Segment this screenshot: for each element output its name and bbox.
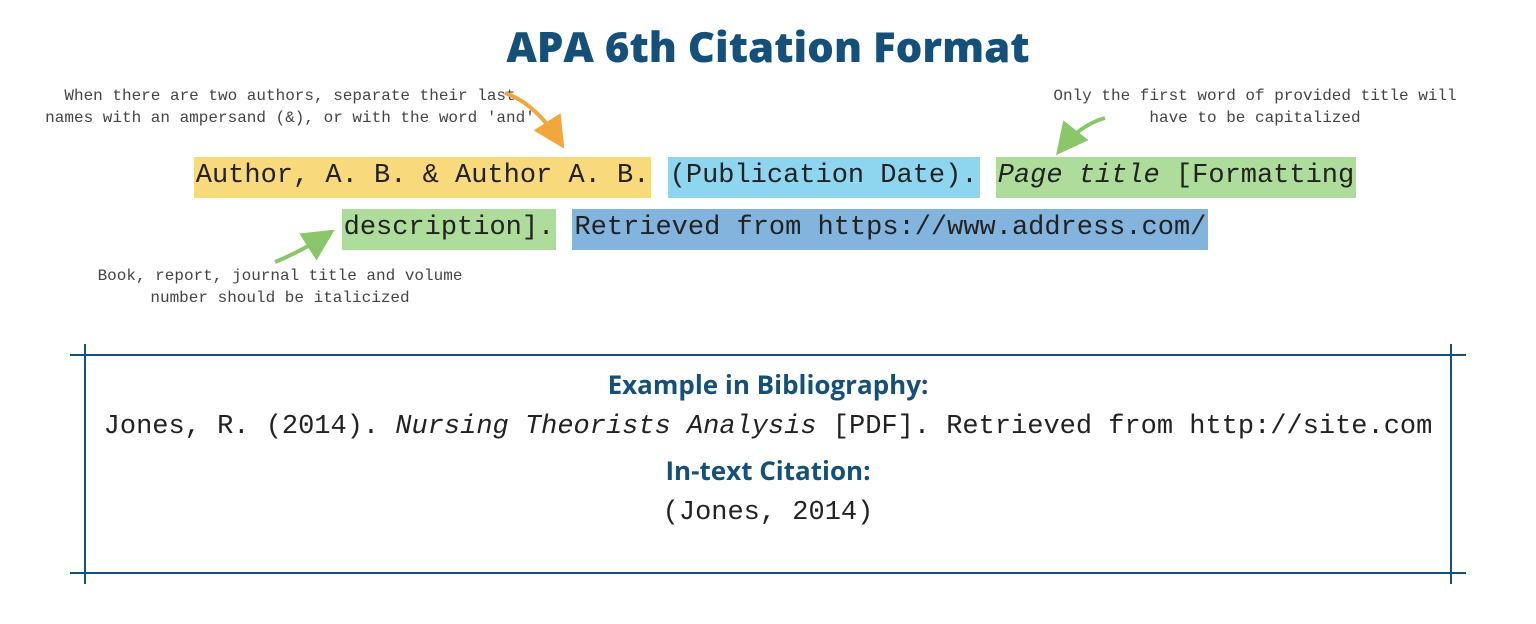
bib-italic: Nursing Theorists Analysis bbox=[395, 412, 816, 442]
note-two-authors: When there are two authors, separate the… bbox=[30, 86, 550, 129]
bibliography-heading: Example in Bibliography: bbox=[70, 366, 1466, 402]
rule-left bbox=[84, 344, 86, 584]
note-italicize: Book, report, journal title and volume n… bbox=[60, 266, 500, 309]
page-title: APA 6th Citation Format bbox=[0, 18, 1536, 75]
rule-bottom bbox=[70, 572, 1466, 574]
citation-format: Author, A. B. & Author A. B. (Publicatio… bbox=[190, 150, 1360, 254]
bib-suffix: [PDF]. Retrieved from http://site.com bbox=[817, 412, 1433, 442]
bib-prefix: Jones, R. (2014). bbox=[104, 412, 396, 442]
intext-heading: In-text Citation: bbox=[70, 452, 1466, 488]
rule-top bbox=[70, 354, 1466, 356]
format-retrieved: Retrieved from https://www.address.com/ bbox=[572, 209, 1208, 250]
arrow-two-authors-icon bbox=[500, 88, 580, 158]
format-page-title: Page title bbox=[998, 161, 1160, 191]
rule-right bbox=[1450, 344, 1452, 584]
format-title-and-desc: Page title [Formatting bbox=[996, 157, 1356, 198]
example-box: Example in Bibliography: Jones, R. (2014… bbox=[70, 344, 1466, 584]
format-desc-open: [Formatting bbox=[1160, 161, 1354, 191]
bibliography-example: Jones, R. (2014). Nursing Theorists Anal… bbox=[70, 412, 1466, 442]
format-desc-close: description]. bbox=[342, 209, 557, 250]
intext-example: (Jones, 2014) bbox=[70, 498, 1466, 528]
format-author: Author, A. B. & Author A. B. bbox=[194, 157, 652, 198]
format-pubdate: (Publication Date). bbox=[668, 157, 980, 198]
